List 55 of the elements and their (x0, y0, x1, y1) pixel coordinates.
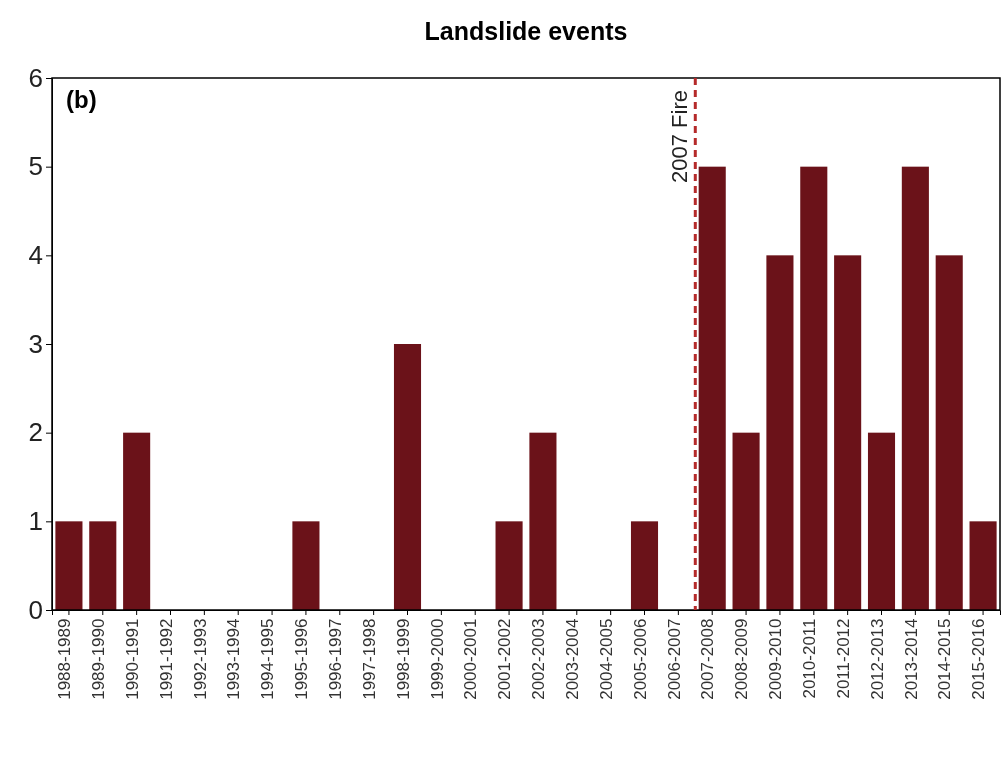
y-tick-label: 4 (28, 240, 43, 271)
x-tick-label: 2011-2012 (833, 618, 853, 699)
bar (630, 521, 659, 610)
x-tick-label: 2015-2016 (969, 618, 989, 700)
x-tick-label: 1991-1992 (156, 618, 176, 700)
y-tick-label: 3 (28, 328, 43, 359)
y-tick-label: 5 (28, 151, 43, 182)
x-tick-label: 1994-1995 (258, 618, 278, 700)
y-tick-label: 1 (28, 506, 43, 537)
bar (969, 521, 997, 610)
x-tick-label: 2004-2005 (596, 618, 616, 700)
x-tick-label: 1988-1989 (55, 618, 75, 700)
bar (123, 432, 151, 610)
bar (867, 432, 896, 610)
x-tick-label: 1997-1998 (359, 618, 379, 700)
x-tick-label: 2003-2004 (562, 618, 582, 700)
bar (393, 344, 422, 610)
x-tick-label: 1996-1997 (325, 618, 345, 700)
x-tick-label: 1989-1990 (88, 618, 108, 700)
bar (292, 521, 320, 610)
bar (529, 432, 557, 610)
bar (800, 166, 828, 610)
x-tick-label: 2005-2006 (630, 618, 650, 700)
x-tick-label: 2012-2013 (867, 618, 887, 700)
x-tick-label: 1993-1994 (224, 618, 244, 700)
x-tick-label: 1995-1996 (292, 618, 312, 700)
bar (935, 255, 963, 610)
annotation: (b) (66, 86, 97, 113)
bar (55, 521, 83, 610)
x-tick-label: 2010-2011 (799, 618, 819, 699)
x-tick-label: 1990-1991 (122, 618, 142, 700)
bar (766, 255, 794, 610)
bar (732, 432, 760, 610)
x-tick-label: 2007-2008 (698, 618, 718, 700)
bar (834, 255, 862, 610)
x-tick-label: 1998-1999 (393, 618, 413, 700)
y-tick-label: 2 (28, 417, 43, 448)
x-tick-label: 2008-2009 (732, 618, 752, 700)
x-tick-label: 2002-2003 (529, 618, 549, 700)
x-tick-label: 2006-2007 (664, 618, 684, 700)
x-tick-label: 2013-2014 (901, 618, 921, 700)
bar (495, 521, 523, 610)
x-tick-label: 2009-2010 (766, 618, 786, 700)
bar (89, 521, 117, 610)
x-tick-label: 1992-1993 (190, 618, 210, 700)
x-tick-label: 2000-2001 (461, 618, 481, 700)
x-tick-label: 2001-2002 (495, 618, 515, 700)
bar (698, 166, 726, 610)
bar (901, 166, 929, 610)
x-tick-label: 2014-2015 (935, 618, 955, 700)
y-tick-label: 6 (28, 62, 43, 93)
ref-line-label: 2007 Fire (667, 90, 693, 183)
chart-title: Landslide events (424, 17, 628, 45)
x-tick-label: 1999-2000 (427, 618, 447, 700)
y-tick-label: 0 (28, 594, 43, 625)
